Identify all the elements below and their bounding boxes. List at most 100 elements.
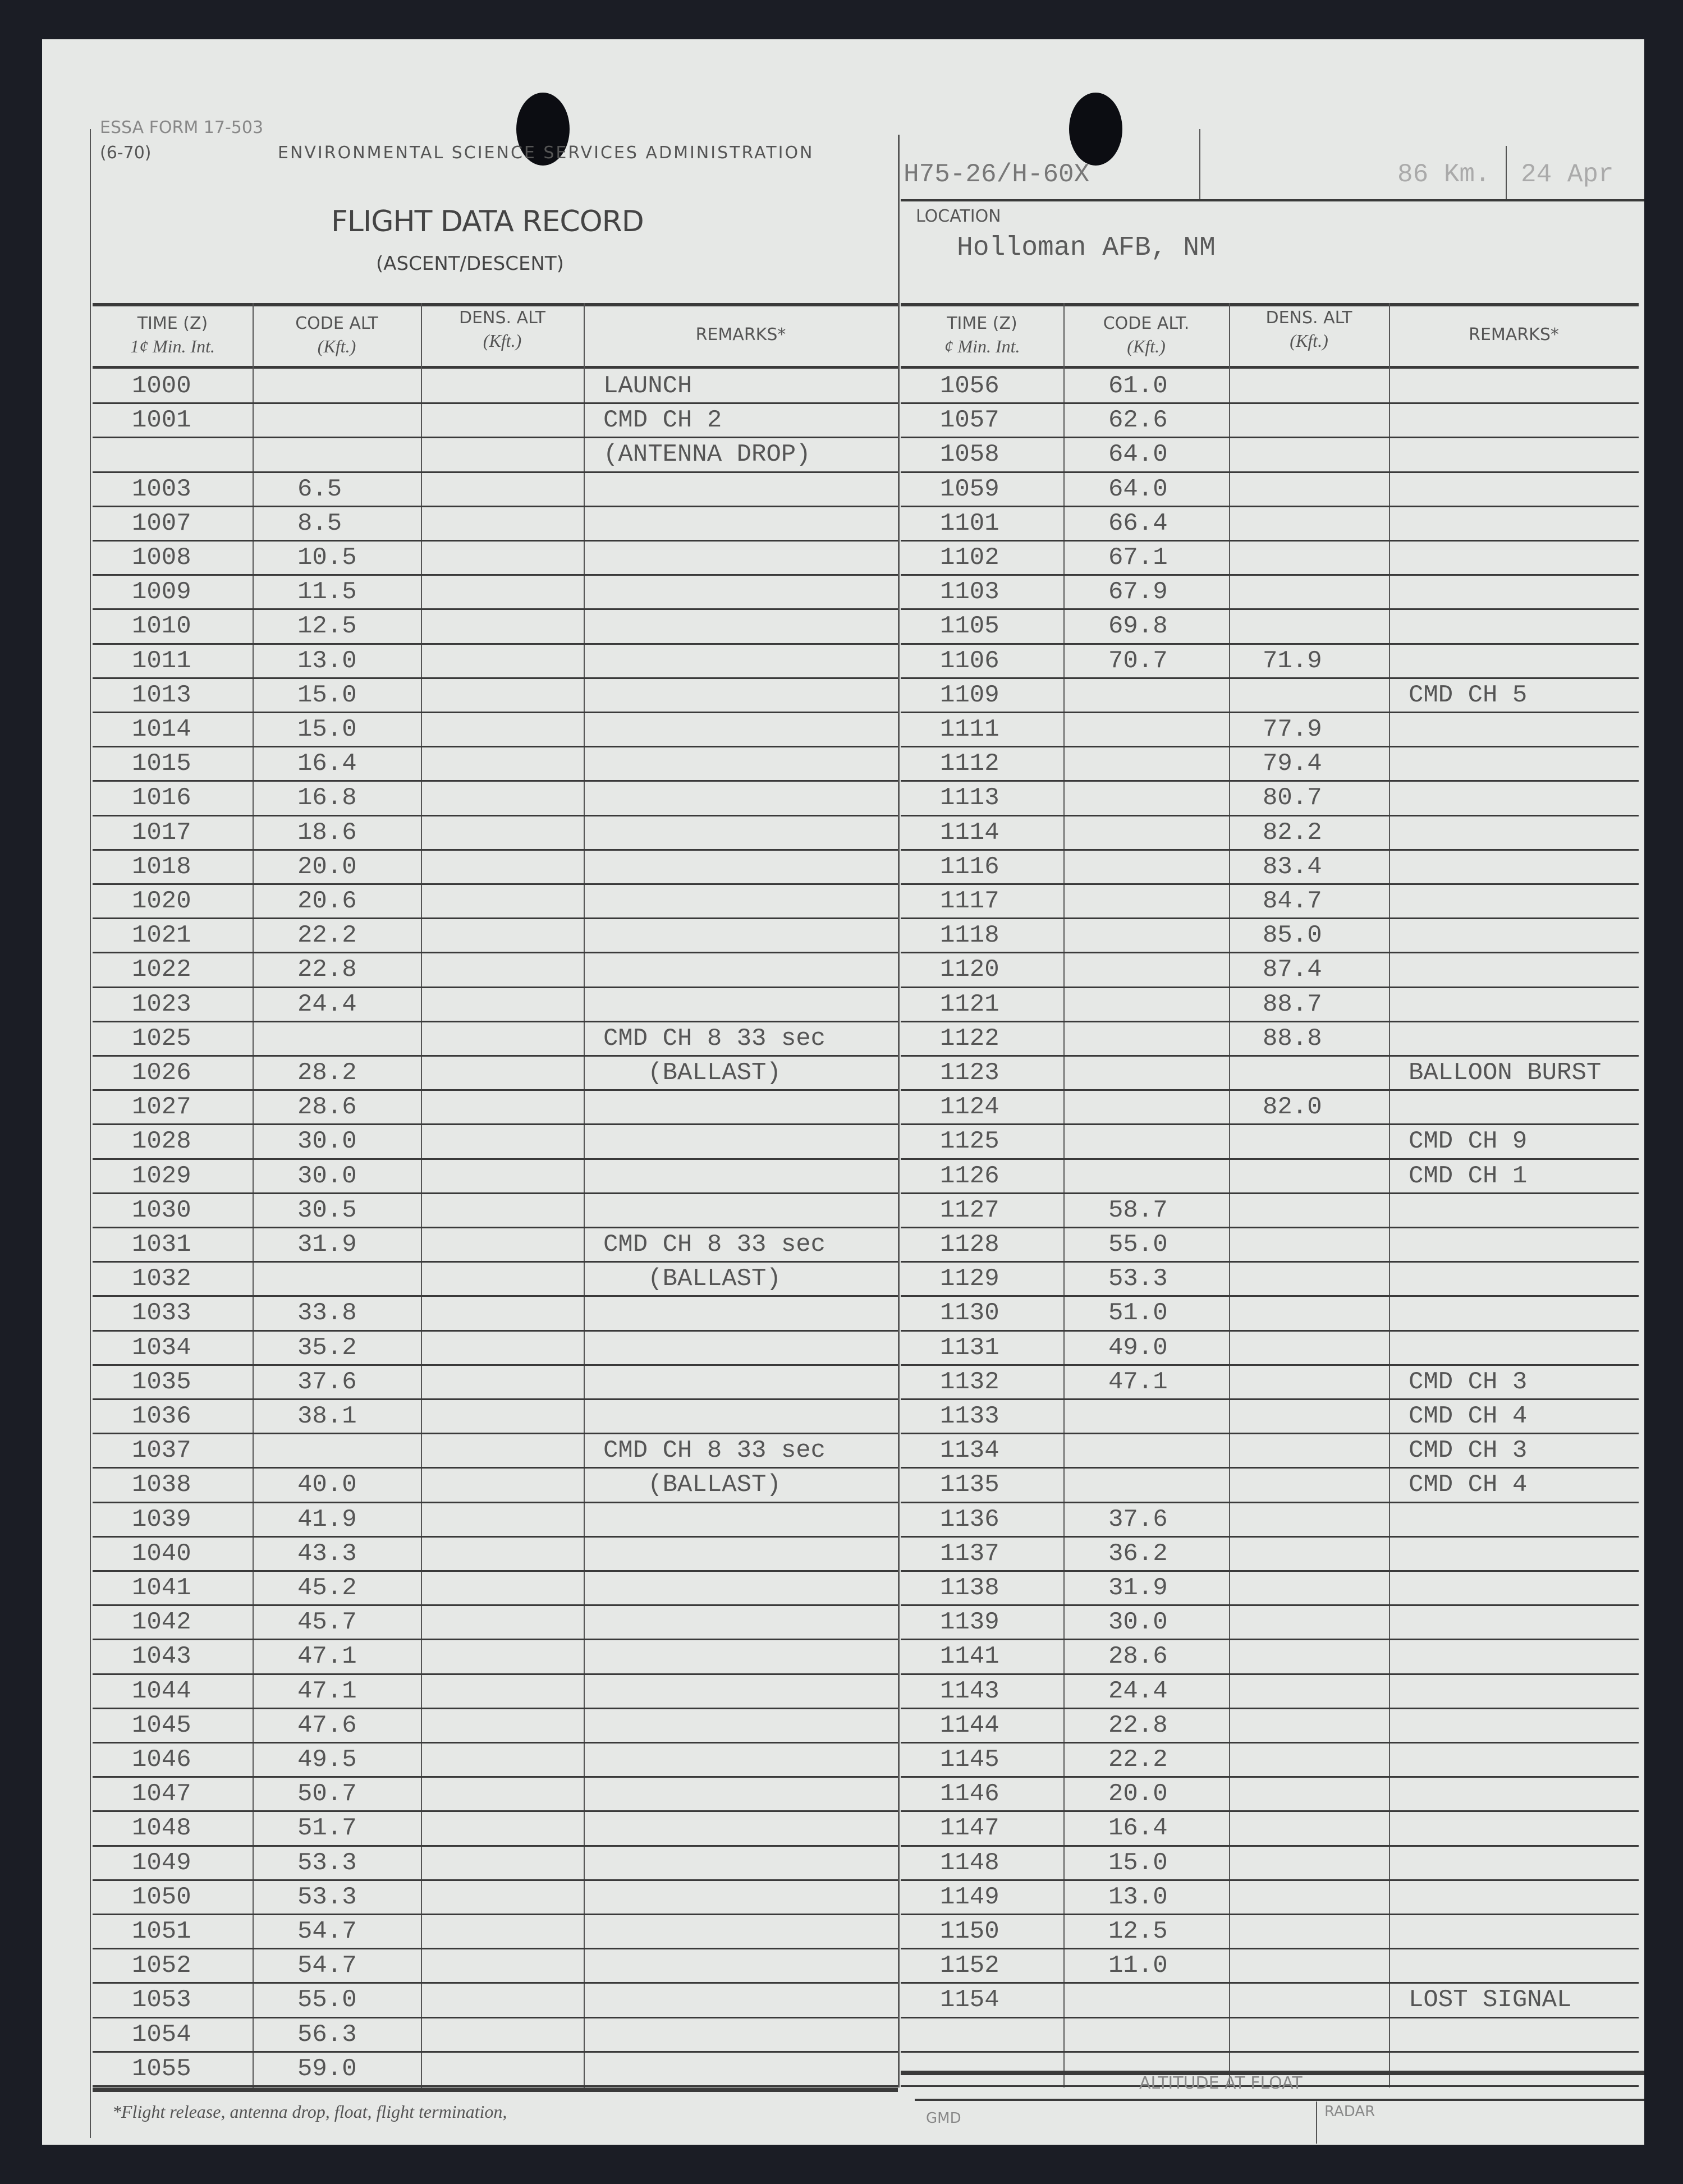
time-cell: 1008 (132, 544, 191, 572)
time-cell: 1035 (132, 1368, 191, 1396)
flight-altitude: 86 Km. (1397, 160, 1491, 189)
time-cell: 1129 (940, 1265, 999, 1293)
time-cell: 1007 (132, 510, 191, 538)
row-divider (93, 471, 898, 473)
form-date: (6-70) (100, 143, 152, 163)
column-header-time-interval: 1¢ Min. Int. (130, 336, 215, 356)
time-cell: 1055 (132, 2055, 191, 2083)
code-alt-cell: 67.1 (1108, 544, 1168, 572)
divider (1389, 303, 1390, 2087)
row-divider (901, 1604, 1639, 1606)
row-divider (901, 677, 1639, 679)
time-cell: 1018 (132, 853, 191, 881)
column-header-unit: (Kft.) (317, 336, 356, 356)
time-cell: 1030 (132, 1196, 191, 1224)
time-cell: 1135 (940, 1471, 999, 1499)
time-cell: 1056 (940, 372, 999, 400)
remarks-cell: BALLOON BURST (1409, 1059, 1602, 1087)
row-divider (93, 987, 898, 988)
code-alt-cell: 51.0 (1108, 1299, 1168, 1327)
remarks-cell: CMD CH 8 33 sec (603, 1437, 826, 1465)
code-alt-cell: 31.9 (1108, 1574, 1168, 1602)
code-alt-cell: 45.2 (297, 1574, 357, 1602)
time-cell: 1146 (940, 1780, 999, 1808)
time-cell: 1051 (132, 1917, 191, 1946)
time-cell: 1052 (132, 1952, 191, 1980)
time-cell: 1054 (132, 2021, 191, 2049)
remarks-cell: CMD CH 5 (1409, 681, 1528, 709)
code-alt-cell: 15.0 (1108, 1849, 1168, 1877)
time-cell: 1137 (940, 1540, 999, 1568)
row-divider (901, 712, 1639, 713)
time-cell: 1058 (940, 441, 999, 469)
row-divider (901, 1776, 1639, 1778)
row-divider (93, 1742, 898, 1743)
row-divider (93, 815, 898, 816)
dens-alt-cell: 71.9 (1263, 647, 1322, 675)
time-cell: 1113 (940, 784, 999, 812)
time-cell: 1102 (940, 544, 999, 572)
remarks-cell: LOST SIGNAL (1409, 1986, 1572, 2014)
time-cell: 1017 (132, 819, 191, 847)
dens-alt-cell: 84.7 (1263, 887, 1322, 915)
code-alt-cell: 62.6 (1108, 406, 1168, 434)
row-divider (93, 1604, 898, 1606)
code-alt-cell: 11.0 (1108, 1952, 1168, 1980)
row-divider (93, 1055, 898, 1057)
code-alt-cell: 33.8 (297, 1299, 357, 1327)
time-cell: 1122 (940, 1025, 999, 1053)
row-divider (93, 2017, 898, 2018)
row-divider (901, 1639, 1639, 1640)
divider (1229, 303, 1230, 2087)
form-page (42, 39, 1644, 2145)
time-cell: 1016 (132, 784, 191, 812)
time-cell: 1121 (940, 990, 999, 1018)
column-header-remarks: REMARKS* (1469, 325, 1559, 345)
code-alt-cell: 47.6 (297, 1712, 357, 1740)
row-divider (93, 402, 898, 404)
row-divider (901, 1398, 1639, 1400)
time-cell: 1047 (132, 1780, 191, 1808)
time-cell: 1134 (940, 1437, 999, 1465)
divider (90, 129, 91, 2138)
time-cell: 1057 (940, 406, 999, 434)
time-cell: 1031 (132, 1231, 191, 1259)
row-divider (93, 1845, 898, 1847)
time-cell: 1043 (132, 1642, 191, 1671)
time-cell: 1138 (940, 1574, 999, 1602)
row-divider (93, 1776, 898, 1778)
time-cell: 1125 (940, 1127, 999, 1155)
time-cell: 1132 (940, 1368, 999, 1396)
time-cell: 1053 (132, 1986, 191, 2014)
time-cell: 1116 (940, 853, 999, 881)
code-alt-cell: 18.6 (297, 819, 357, 847)
code-alt-cell: 47.1 (297, 1677, 357, 1705)
code-alt-cell: 12.5 (297, 612, 357, 640)
time-cell: 1042 (132, 1608, 191, 1636)
code-alt-cell: 12.5 (1108, 1917, 1168, 1946)
remarks-cell: CMD CH 2 (603, 406, 722, 434)
code-alt-cell: 37.6 (297, 1368, 357, 1396)
code-alt-cell: 50.7 (297, 1780, 357, 1808)
time-cell: 1041 (132, 1574, 191, 1602)
code-alt-cell: 28.6 (297, 1093, 357, 1121)
row-divider (93, 1330, 898, 1332)
column-header-time: TIME (Z) (137, 314, 208, 333)
column-header-time-interval: ¢ Min. Int. (944, 336, 1020, 356)
divider (901, 303, 1639, 306)
remarks-cell: CMD CH 4 (1409, 1471, 1528, 1499)
code-alt-cell: 70.7 (1108, 647, 1168, 675)
time-cell: 1015 (132, 750, 191, 778)
dens-alt-cell: 82.0 (1263, 1093, 1322, 1121)
time-cell: 1049 (132, 1849, 191, 1877)
row-divider (901, 1879, 1639, 1881)
row-divider (93, 574, 898, 576)
remarks-cell: (BALLAST) (603, 1471, 781, 1499)
row-divider (93, 952, 898, 953)
row-divider (901, 1021, 1639, 1022)
row-divider (901, 2085, 1639, 2087)
code-alt-cell: 51.7 (297, 1814, 357, 1842)
row-divider (93, 608, 898, 610)
time-cell: 1117 (940, 887, 999, 915)
row-divider (901, 1982, 1639, 1984)
